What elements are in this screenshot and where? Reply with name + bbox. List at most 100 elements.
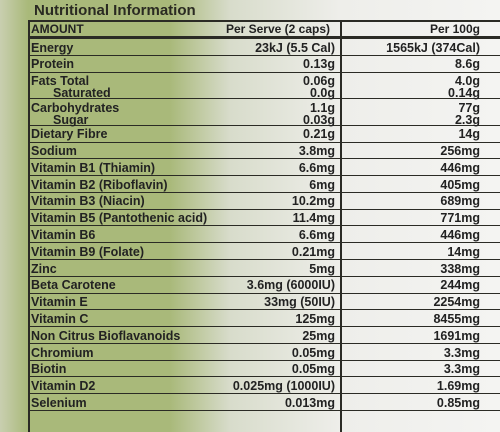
header-cell: Per Serve (2 caps) [225, 22, 330, 36]
cell-line: 2.3g [454, 112, 480, 127]
table-cell: 6mg [309, 177, 335, 192]
table-row: Biotin 0.05mg 3.3mg [28, 362, 500, 378]
table-cell: 1691mg [433, 328, 480, 343]
table-cell: 6.6mg [298, 228, 335, 243]
table-cell: 5mg [309, 261, 335, 276]
table-row: Chromium 0.05mg 3.3mg [28, 346, 500, 361]
table-cell: 125mg [295, 311, 335, 326]
table-cell: Protein [31, 57, 75, 72]
table-cell: 771mg [440, 211, 480, 226]
table-cell: Biotin [31, 362, 67, 377]
table-cell: 33mg (50IU) [264, 295, 335, 310]
table-row: Fats Total Saturated 0.06g 0.0g 4.0g 0.14g [28, 74, 500, 99]
table-cell: 0.013mg [284, 395, 335, 410]
table-cell: 3.8mg [298, 144, 335, 159]
table-cell: Energy [31, 40, 74, 55]
table-cell: 10.2mg [291, 194, 335, 209]
nutrition-table: AMOUNT Per Serve (2 caps) Per 100g Energy 23… [28, 20, 500, 412]
cell-line: 0.06g [303, 74, 335, 89]
cell-line: Carbohydrates [31, 100, 120, 115]
table-cell: Sodium [31, 144, 77, 159]
border-line [28, 20, 30, 432]
title: Nutritional Information [34, 2, 196, 19]
table-row: Dietary Fibre 0.21g 14g [28, 127, 500, 143]
table-cell: 256mg [440, 144, 480, 159]
table-row: Vitamin B2 (Riboflavin) 6mg 405mg [28, 178, 500, 193]
table-cell: 405mg [440, 177, 480, 192]
table-cell: 0.05mg [291, 362, 335, 377]
table-cell: 3.6mg (6000IU) [246, 278, 335, 293]
table-cell: 3.3mg [443, 345, 480, 360]
table-cell: 77g 2.3g [454, 100, 480, 127]
table-cell: Carbohydrates Sugar [31, 100, 120, 127]
table-row: Vitamin B1 (Thiamin) 6.6mg 446mg [28, 160, 500, 177]
table-row: Carbohydrates Sugar 1.1g 0.03g 77g 2.3g [28, 101, 500, 126]
table-cell: 6.6mg [298, 160, 335, 175]
table-cell: 8455mg [433, 311, 480, 326]
table-cell: Selenium [31, 395, 87, 410]
table-cell: 23kJ (5.5 Cal) [255, 40, 335, 55]
table-cell: Non Citrus Bioflavanoids [31, 328, 181, 343]
cell-line: Sugar [53, 112, 89, 127]
table-row: Vitamin B9 (Folate) 0.21mg 14mg [28, 245, 500, 260]
table-cell: 11.4mg [292, 211, 335, 226]
table-cell: 8.6g [454, 57, 480, 72]
header-cell: Per 100g [429, 22, 480, 36]
table-cell: Fats Total Saturated [31, 74, 111, 100]
table-cell: 1.1g 0.03g [303, 100, 335, 127]
table-cell: Zinc [31, 261, 57, 276]
table-cell: Vitamin B3 (Niacin) [31, 194, 145, 209]
table-cell: Vitamin C [31, 311, 89, 326]
table-cell: 14mg [447, 244, 480, 259]
cell-line: 0.03g [303, 112, 335, 127]
table-cell: Vitamin E [31, 295, 88, 310]
table-cell: 3.3mg [443, 362, 480, 377]
table-row: Protein 0.13g 8.6g [28, 57, 500, 73]
table-cell: 0.025mg (1000IU) [232, 379, 335, 394]
table-cell: 0.85mg [436, 395, 480, 410]
table-row: Selenium 0.013mg 0.85mg [28, 395, 500, 412]
cell-line: 4.0g [454, 74, 480, 89]
table-cell: 25mg [302, 328, 335, 343]
table-cell: 446mg [440, 160, 480, 175]
table-row: Vitamin C 125mg 8455mg [28, 311, 500, 328]
table-cell: 0.21g [303, 127, 335, 142]
table-row: Non Citrus Bioflavanoids 25mg 1691mg [28, 329, 500, 344]
table-cell: Vitamin B9 (Folate) [31, 244, 144, 259]
table-cell: 0.06g 0.0g [303, 74, 335, 101]
cell-line: Fats Total [31, 74, 90, 89]
table-cell: 2254mg [433, 295, 480, 310]
table-row: Beta Carotene 3.6mg (6000IU) 244mg [28, 278, 500, 294]
table-cell: 446mg [440, 228, 480, 243]
table-row: Energy 23kJ (5.5 Cal) 1565kJ (374Cal) [28, 41, 500, 56]
table-row: Vitamin B3 (Niacin) 10.2mg 689mg [28, 194, 500, 210]
table-cell: Dietary Fibre [31, 127, 108, 142]
table-cell: 244mg [440, 278, 480, 293]
table-row: Vitamin B6 6.6mg 446mg [28, 228, 500, 244]
table-row: Zinc 5mg 338mg [28, 262, 500, 277]
cell-line: 77g [458, 100, 480, 115]
header-cell: AMOUNT [31, 22, 84, 36]
table-cell: 689mg [440, 194, 480, 209]
table-row: Vitamin B5 (Pantothenic acid) 11.4mg 771mg [28, 211, 500, 227]
table-cell: 1565kJ (374Cal) [386, 40, 480, 55]
table-cell: Vitamin B2 (Riboflavin) [31, 177, 168, 192]
table-cell: 0.13g [303, 57, 335, 72]
table-cell: 338mg [440, 261, 480, 276]
header-row: AMOUNT Per Serve (2 caps) Per 100g [28, 20, 500, 39]
table-cell: Beta Carotene [31, 278, 116, 293]
table-cell: 14g [458, 127, 480, 142]
table-cell: 1.69mg [436, 379, 480, 394]
table-row: Vitamin E 33mg (50IU) 2254mg [28, 295, 500, 311]
cell-line: 0.14g [448, 86, 480, 101]
table-cell: Vitamin D2 [31, 379, 96, 394]
table-cell: Vitamin B6 [31, 228, 96, 243]
table-cell: Vitamin B5 (Pantothenic acid) [31, 211, 208, 226]
table-cell: Chromium [31, 345, 94, 360]
cell-line: 1.1g [309, 100, 335, 115]
column-line [340, 20, 342, 432]
cell-line: 0.0g [309, 86, 335, 101]
table-row: Sodium 3.8mg 256mg [28, 144, 500, 160]
table-row: Vitamin D2 0.025mg (1000IU) 1.69mg [28, 379, 500, 395]
